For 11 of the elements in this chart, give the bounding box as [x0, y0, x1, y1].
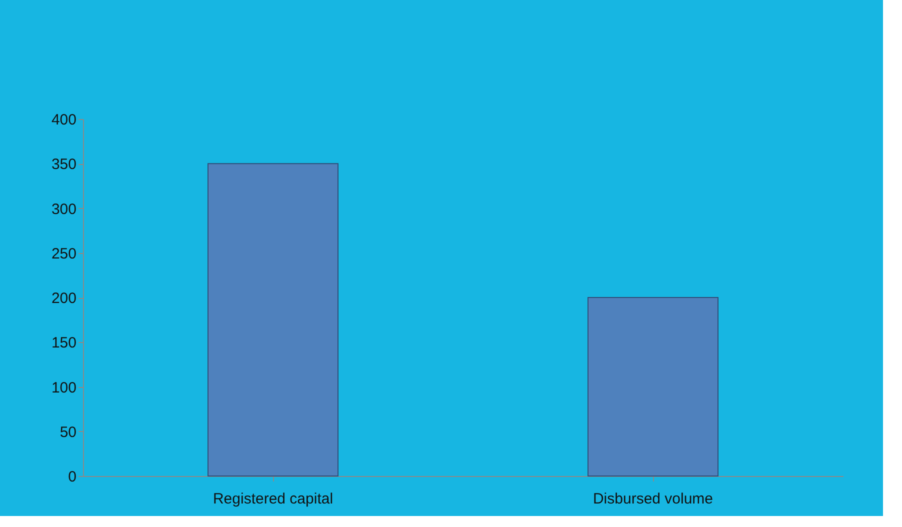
y-tick-label: 400	[51, 112, 76, 128]
x-tick-label: Disbursed volume	[592, 490, 714, 508]
y-tick-label: 350	[51, 156, 76, 174]
y-tick-label: 100	[51, 379, 76, 396]
y-tick-label: 250	[51, 245, 76, 262]
y-tick-label: 50	[60, 424, 76, 441]
y-tick-label: 150	[51, 334, 76, 352]
x-tick-label: Registered capital	[212, 490, 334, 508]
y-tick-label: 200	[51, 290, 76, 307]
y-tick-label: 300	[51, 200, 76, 218]
y-tick-label: 0	[68, 468, 76, 486]
